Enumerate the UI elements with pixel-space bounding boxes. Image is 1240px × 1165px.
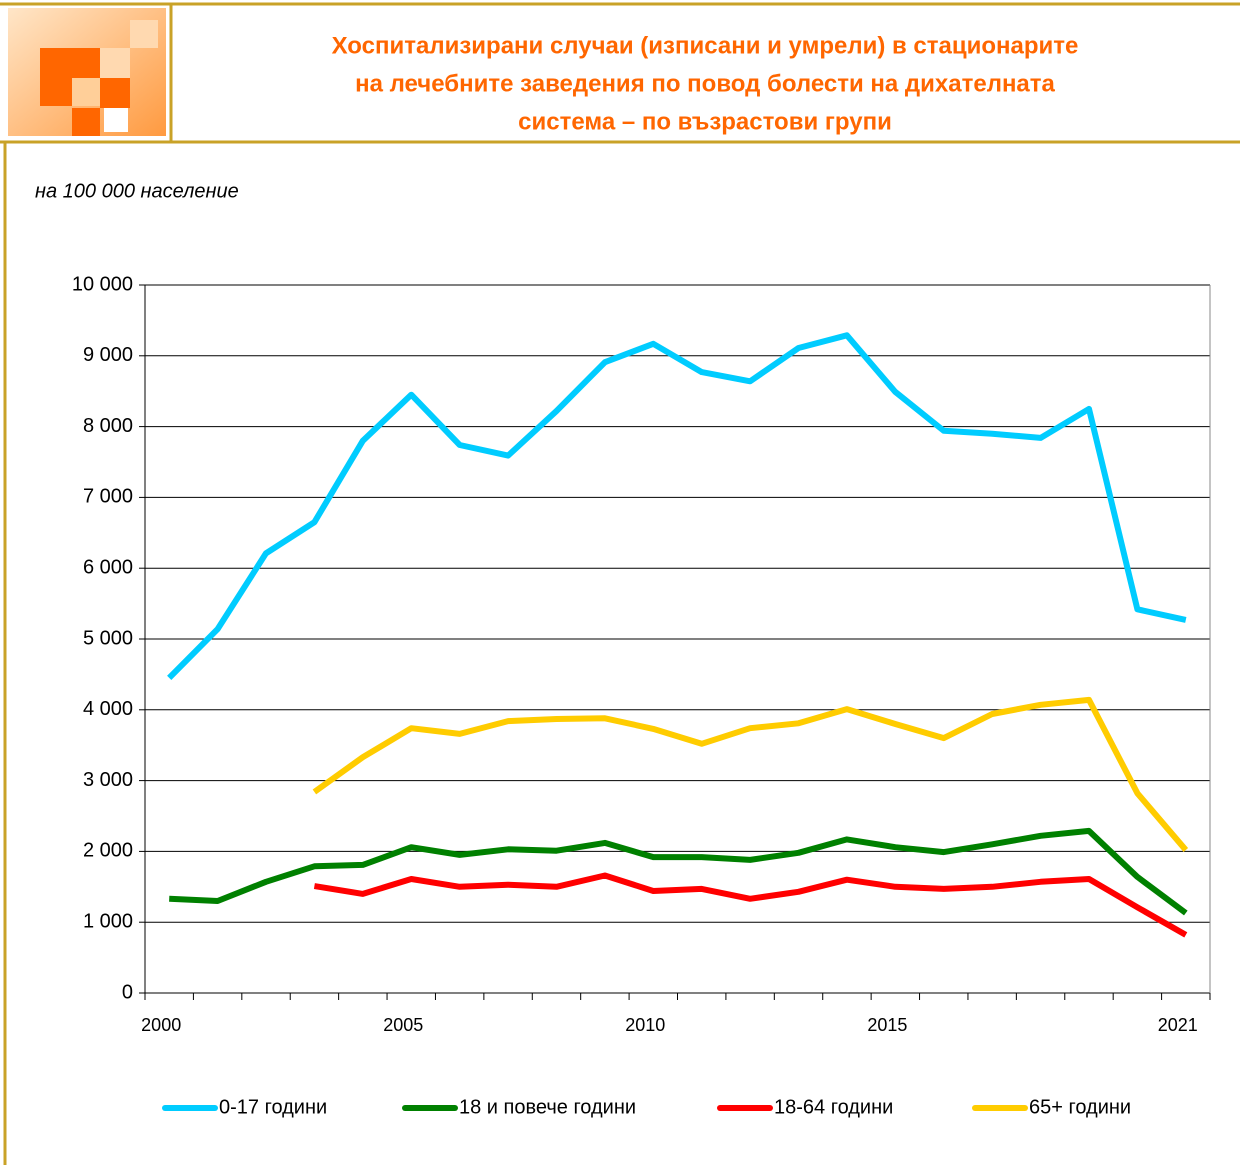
legend-label: 65+ години xyxy=(1029,1096,1131,1118)
y-tick-label: 2 000 xyxy=(83,840,133,862)
y-tick-label: 8 000 xyxy=(83,415,133,437)
legend-label: 18 и повече години xyxy=(459,1096,636,1118)
legend-label: 0-17 години xyxy=(219,1096,327,1118)
chart-subtitle: на 100 000 население xyxy=(35,180,239,202)
series-line xyxy=(167,332,1187,681)
series-line xyxy=(313,872,1188,938)
y-tick-label: 4 000 xyxy=(83,698,133,720)
x-tick-label: 2005 xyxy=(383,1015,423,1035)
x-tick-label: 2021 xyxy=(1158,1015,1198,1035)
y-tick-label: 9 000 xyxy=(83,344,133,366)
y-tick-label: 5 000 xyxy=(83,627,133,649)
series-line xyxy=(312,696,1189,852)
legend-label: 18-64 години xyxy=(774,1096,893,1118)
y-tick-label: 1 000 xyxy=(83,910,133,932)
x-tick-label: 2010 xyxy=(625,1015,665,1035)
logo xyxy=(8,8,166,136)
y-tick-label: 7 000 xyxy=(83,486,133,508)
y-tick-label: 3 000 xyxy=(83,769,133,791)
chart-title: на лечебните заведения по повод болести … xyxy=(355,70,1055,97)
y-tick-label: 0 xyxy=(122,981,133,1003)
y-tick-label: 10 000 xyxy=(72,273,133,295)
series-line xyxy=(169,827,1188,916)
x-tick-label: 2000 xyxy=(141,1015,181,1035)
chart-title: система – по възрастови групи xyxy=(518,108,892,135)
y-tick-label: 6 000 xyxy=(83,556,133,578)
x-tick-label: 2015 xyxy=(867,1015,907,1035)
chart-title: Хоспитализирани случаи (изписани и умрел… xyxy=(332,32,1079,59)
